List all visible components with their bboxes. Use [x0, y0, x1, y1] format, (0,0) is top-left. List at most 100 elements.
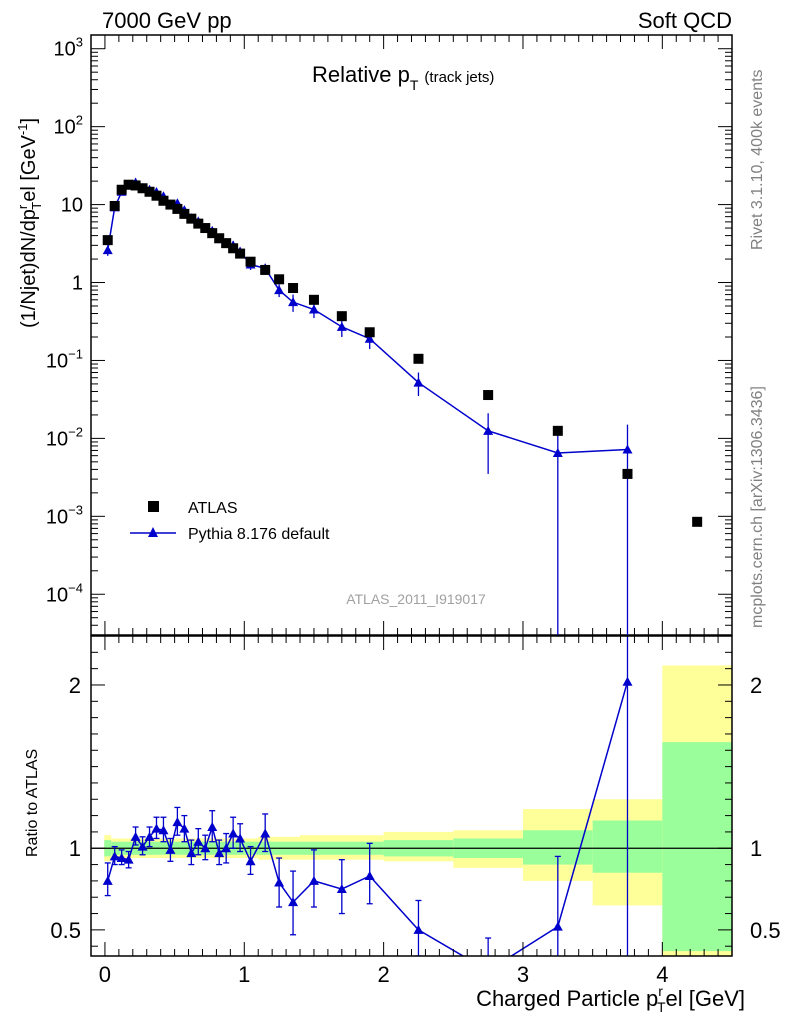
main-x-ticks — [104, 35, 733, 635]
legend-pythia-marker — [148, 527, 158, 537]
atlas-point — [260, 264, 271, 275]
main-y-axis: 10−4 10−3 10−2 10−1 1 10 102 103 — [46, 35, 732, 636]
rivet-label: Rivet 3.1.10, 400k events — [749, 69, 766, 250]
ratio-point — [214, 848, 225, 858]
atlas-point — [130, 180, 141, 191]
atlas-point — [228, 243, 239, 254]
ratio-point — [364, 871, 375, 880]
pythia-point — [308, 304, 319, 314]
ratio-point — [235, 833, 246, 843]
ratio-point — [193, 836, 204, 846]
chart-title: Relative pT (track jets) — [312, 62, 494, 93]
ratio-panel: 0 1 2 3 4 0.5 0.5 1 1 2 2 Ratio to ATLAS Charged P… — [24, 635, 781, 1015]
atlas-point — [288, 283, 299, 294]
y-tick-label: 10−1 — [46, 346, 83, 372]
band-inner — [662, 742, 732, 952]
ratio-y-title: Ratio to ATLAS — [24, 749, 41, 857]
svg-text:(1/Njet)dN/dprTel [GeV-1]: (1/Njet)dN/dprTel [GeV-1] — [15, 118, 44, 328]
ratio-point — [102, 875, 113, 885]
x-tick-label: 3 — [517, 962, 529, 987]
atlas-point — [413, 353, 424, 364]
pythia-point — [552, 447, 563, 457]
ratio-point — [207, 822, 218, 832]
atlas-point — [186, 213, 197, 224]
ratio-axes: 0 1 2 3 4 0.5 0.5 1 1 2 2 — [50, 636, 781, 987]
atlas-point — [308, 294, 319, 305]
ratio-point — [116, 853, 127, 863]
atlas-point — [109, 200, 120, 211]
ratio-point — [165, 844, 176, 854]
y-tick-label: 10−4 — [46, 580, 83, 606]
atlas-point — [151, 190, 162, 201]
atlas-point — [214, 233, 225, 244]
atlas-point — [165, 199, 176, 210]
ratio-point — [308, 875, 319, 885]
header-left: 7000 GeV pp — [102, 8, 232, 33]
ratio-point — [260, 828, 271, 838]
atlas-point — [200, 223, 211, 234]
ratio-panel-frame — [90, 635, 733, 957]
atlas-point — [158, 195, 169, 206]
x-tick-label: 1 — [238, 962, 250, 987]
legend-atlas-label: ATLAS — [188, 500, 238, 517]
atlas-point — [552, 425, 563, 436]
atlas-point — [364, 327, 375, 338]
mcplots-label: mcplots.cern.ch [arXiv:1306.3436] — [749, 386, 766, 628]
ratio-y-tick-label: 0.5 — [50, 918, 81, 943]
y-tick-label: 10 — [61, 195, 83, 217]
ratio-point — [109, 851, 120, 861]
ratio-y-tick-label-right: 1 — [750, 836, 762, 861]
legend-pythia-label: Pythia 8.176 default — [188, 526, 330, 543]
pythia-point — [288, 297, 299, 307]
ratio-y-tick-label-right: 2 — [750, 673, 762, 698]
pythia-point — [622, 444, 633, 454]
ratio-point — [221, 843, 232, 853]
ratio-y-tick-label-right: 0.5 — [750, 918, 781, 943]
atlas-point — [144, 186, 155, 197]
atlas-point — [235, 248, 246, 259]
main-y-title: (1/Njet)dN/dprTel [GeV-1] — [15, 118, 44, 328]
legend-atlas-marker — [148, 501, 159, 512]
ratio-y-tick-label: 1 — [69, 836, 81, 861]
header-right: Soft QCD — [638, 8, 732, 33]
atlas-point — [483, 390, 494, 401]
x-tick-label: 4 — [656, 962, 668, 987]
ratio-x-title: Charged Particle pr Tel [GeV] — [476, 983, 745, 1015]
pythia-line — [106, 181, 628, 454]
atlas-point — [336, 311, 347, 322]
x-tick-label: 2 — [378, 962, 390, 987]
atlas-point — [692, 516, 703, 527]
ratio-point — [274, 877, 285, 887]
ratio-point — [144, 831, 155, 841]
atlas-point — [193, 218, 204, 229]
ratio-point — [288, 897, 299, 907]
pythia-point — [413, 377, 424, 387]
atlas-point — [123, 179, 134, 190]
ratio-point — [172, 817, 183, 827]
pythia-point — [364, 333, 375, 343]
ratio-point — [245, 856, 256, 866]
analysis-tag: ATLAS_2011_I919017 — [346, 591, 486, 607]
ratio-point — [151, 823, 162, 833]
legend: ATLAS Pythia 8.176 default — [130, 500, 330, 543]
atlas-point — [179, 208, 190, 219]
y-tick-label: 102 — [54, 113, 83, 139]
atlas-point — [245, 256, 256, 267]
ratio-point — [552, 921, 563, 931]
x-tick-label: 0 — [99, 962, 111, 987]
y-tick-label: 10−3 — [46, 502, 83, 528]
pythia-point — [336, 321, 347, 331]
ratio-point — [228, 828, 239, 838]
pythia-point — [274, 285, 285, 295]
main-panel: 10−4 10−3 10−2 10−1 1 10 102 103 Relative pT (tr… — [15, 34, 733, 636]
ratio-point — [413, 924, 424, 934]
atlas-point — [622, 468, 633, 479]
ratio-point — [158, 825, 169, 835]
main-panel-frame — [90, 34, 733, 636]
atlas-point — [274, 274, 285, 285]
ratio-y-tick-label: 2 — [69, 673, 81, 698]
ratio-point — [336, 884, 347, 894]
ratio-point — [130, 831, 141, 841]
ratio-point — [483, 966, 493, 975]
